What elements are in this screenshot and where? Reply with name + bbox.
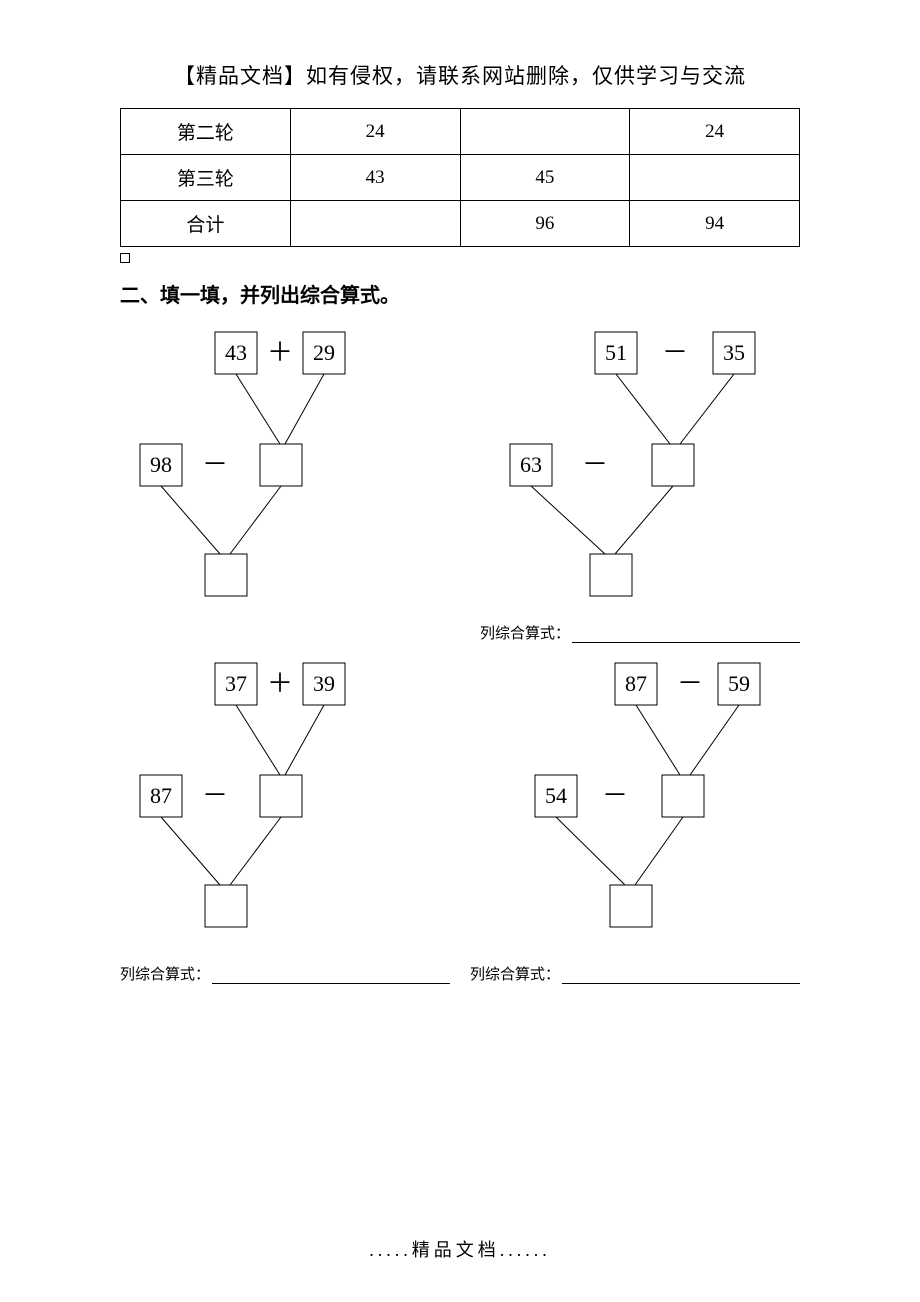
answer-label: 列综合算式： [470, 963, 560, 984]
operator: － [202, 781, 228, 810]
operator: － [662, 338, 688, 367]
operator: － [582, 450, 608, 479]
diagram-4: 87 － 59 54 － [480, 653, 800, 943]
answer-label: 列综合算式： [480, 622, 570, 643]
diagram-row: 37 ＋ 39 87 － 87 － 59 54 － [120, 653, 800, 943]
num-box: 37 [225, 671, 247, 696]
num-box: 39 [313, 671, 335, 696]
diagram-row: 43 ＋ 29 98 － 51 － 35 6 [120, 322, 800, 612]
operator: － [202, 450, 228, 479]
cell: 94 [630, 201, 800, 247]
num-box: 35 [723, 340, 745, 365]
operator: ＋ [267, 338, 293, 367]
answer-line [562, 969, 800, 984]
diagram-3: 37 ＋ 39 87 － [120, 653, 440, 943]
cell: 96 [460, 201, 630, 247]
num-box: 63 [520, 452, 542, 477]
operator: ＋ [267, 669, 293, 698]
operator: － [677, 669, 703, 698]
answer-label: 列综合算式： [120, 963, 210, 984]
header-note: 【精品文档】如有侵权，请联系网站删除，仅供学习与交流 [120, 60, 800, 90]
cell [290, 201, 460, 247]
answer-line-row-1: 列综合算式： 列综合算式： [120, 622, 800, 643]
footer-note: .....精品文档...... [0, 1236, 920, 1262]
answer-line-row-2: 列综合算式： 列综合算式： [120, 963, 800, 984]
table-row: 合计 96 94 [121, 201, 800, 247]
row-label: 第二轮 [121, 109, 291, 155]
num-box: 51 [605, 340, 627, 365]
row-label: 合计 [121, 201, 291, 247]
num-box: 87 [625, 671, 647, 696]
cell: 24 [290, 109, 460, 155]
page: 【精品文档】如有侵权，请联系网站删除，仅供学习与交流 第二轮 24 24 第三轮… [0, 0, 920, 1302]
cell [460, 109, 630, 155]
cell: 24 [630, 109, 800, 155]
num-box: 29 [313, 340, 335, 365]
num-box: 43 [225, 340, 247, 365]
table-row: 第三轮 43 45 [121, 155, 800, 201]
section-title: 二、填一填，并列出综合算式。 [120, 279, 800, 308]
num-box: 98 [150, 452, 172, 477]
data-table: 第二轮 24 24 第三轮 43 45 合计 96 94 [120, 108, 800, 247]
row-label: 第三轮 [121, 155, 291, 201]
cell: 43 [290, 155, 460, 201]
table-row: 第二轮 24 24 [121, 109, 800, 155]
num-box: 59 [728, 671, 750, 696]
cell: 45 [460, 155, 630, 201]
answer-line [212, 969, 450, 984]
diagram-1: 43 ＋ 29 98 － [120, 322, 440, 612]
anchor-square-icon [120, 253, 130, 263]
num-box: 54 [545, 783, 567, 808]
operator: － [602, 781, 628, 810]
num-box: 87 [150, 783, 172, 808]
cell [630, 155, 800, 201]
diagram-2: 51 － 35 63 － [480, 322, 800, 612]
answer-line [572, 628, 800, 643]
